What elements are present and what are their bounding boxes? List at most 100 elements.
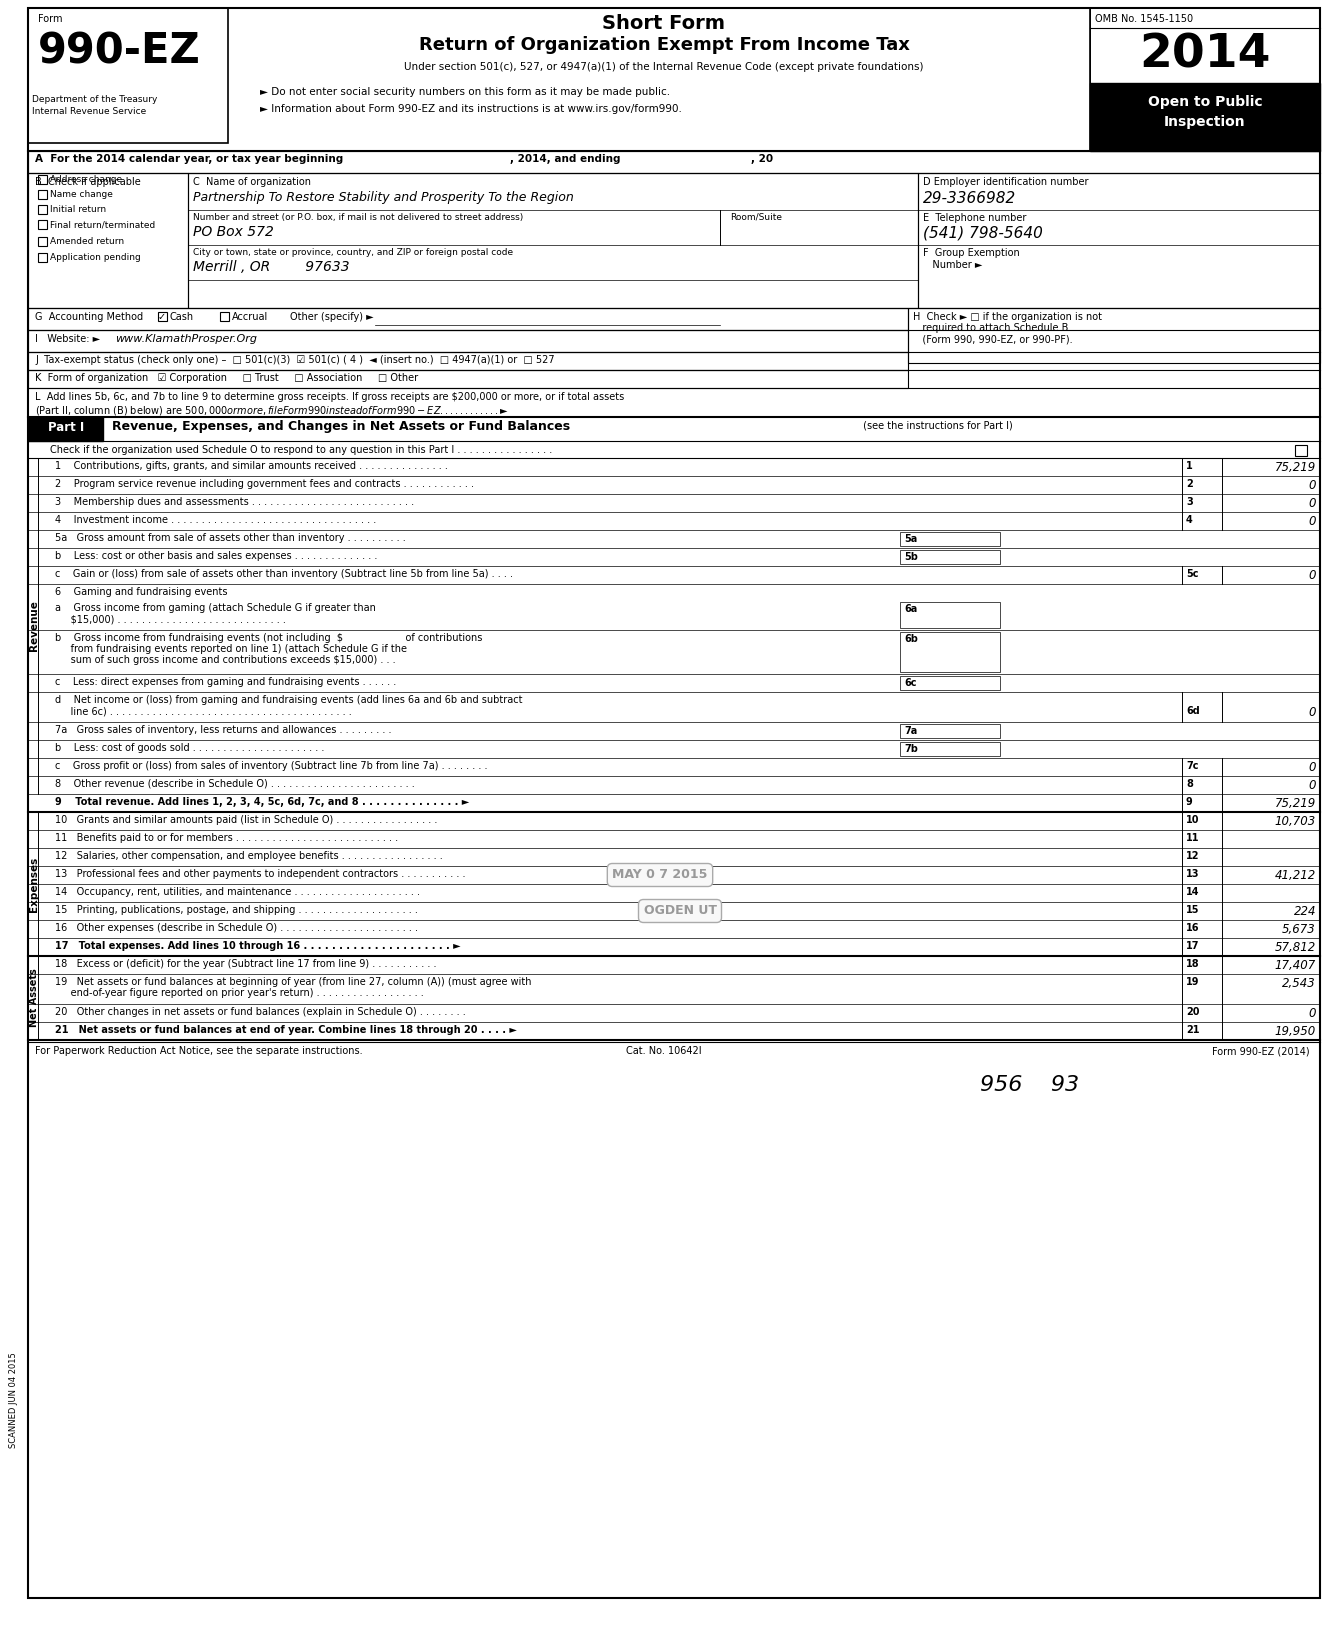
Text: 8: 8	[1186, 779, 1193, 789]
Bar	[900, 550, 1000, 565]
Text: Accrual: Accrual	[232, 312, 268, 322]
Text: 13: 13	[1186, 868, 1199, 878]
Bar	[28, 173, 189, 309]
Text: b    Gross income from fundraising events (not including  $                    o: b Gross income from fundraising events (…	[54, 632, 482, 642]
Text: 4    Investment income . . . . . . . . . . . . . . . . . . . . . . . . . . . . .: 4 Investment income . . . . . . . . . . …	[54, 515, 376, 525]
Text: 4: 4	[1186, 515, 1193, 525]
Bar	[1295, 446, 1307, 456]
Text: b    Less: cost or other basis and sales expenses . . . . . . . . . . . . . .: b Less: cost or other basis and sales ex…	[54, 551, 377, 561]
Text: SCANNED JUN 04 2015: SCANNED JUN 04 2015	[9, 1352, 19, 1448]
Bar	[39, 238, 46, 246]
Text: City or town, state or province, country, and ZIP or foreign postal code: City or town, state or province, country…	[193, 248, 513, 258]
Bar	[908, 309, 1320, 363]
Bar	[39, 175, 46, 183]
Text: 9    Total revenue. Add lines 1, 2, 3, 4, 5c, 6d, 7c, and 8 . . . . . . . . . . : 9 Total revenue. Add lines 1, 2, 3, 4, 5…	[54, 797, 469, 807]
Text: H  Check ► □ if the organization is not: H Check ► □ if the organization is not	[914, 312, 1102, 322]
Text: Net Assets: Net Assets	[29, 969, 39, 1027]
Text: (Form 990, 990-EZ, or 990-PF).: (Form 990, 990-EZ, or 990-PF).	[914, 334, 1073, 343]
Text: 990-EZ: 990-EZ	[39, 30, 201, 73]
Text: Part I: Part I	[48, 421, 84, 434]
Bar	[900, 603, 1000, 627]
Text: Amended return: Amended return	[50, 238, 124, 246]
Text: F  Group Exemption: F Group Exemption	[923, 248, 1020, 258]
Text: Number ►: Number ►	[923, 259, 983, 271]
Text: B  Check if applicable: B Check if applicable	[35, 177, 141, 187]
Text: L  Add lines 5b, 6c, and 7b to line 9 to determine gross receipts. If gross rece: L Add lines 5b, 6c, and 7b to line 9 to …	[35, 391, 624, 401]
Text: 0: 0	[1308, 1007, 1316, 1020]
Text: 15   Printing, publications, postage, and shipping . . . . . . . . . . . . . . .: 15 Printing, publications, postage, and …	[54, 905, 418, 915]
Text: 10: 10	[1186, 816, 1199, 826]
Text: 2014: 2014	[1139, 33, 1271, 78]
Text: 224: 224	[1293, 905, 1316, 918]
Text: 5b: 5b	[904, 551, 918, 561]
Text: Partnership To Restore Stability and Prosperity To the Region: Partnership To Restore Stability and Pro…	[193, 192, 574, 205]
Text: 5a   Gross amount from sale of assets other than inventory . . . . . . . . . .: 5a Gross amount from sale of assets othe…	[54, 533, 406, 543]
Text: 2: 2	[1186, 479, 1193, 489]
Bar	[900, 741, 1000, 756]
Text: ► Information about Form 990-EZ and its instructions is at www.irs.gov/form990.: ► Information about Form 990-EZ and its …	[260, 104, 681, 114]
Text: 6    Gaming and fundraising events: 6 Gaming and fundraising events	[54, 588, 227, 598]
Text: Cash: Cash	[170, 312, 194, 322]
Text: 19,950: 19,950	[1275, 1025, 1316, 1038]
Text: 16: 16	[1186, 923, 1199, 933]
Text: Revenue, Expenses, and Changes in Net Assets or Fund Balances: Revenue, Expenses, and Changes in Net As…	[112, 419, 570, 433]
Text: c    Gross profit or (loss) from sales of inventory (Subtract line 7b from line : c Gross profit or (loss) from sales of i…	[54, 761, 487, 771]
Text: 5,673: 5,673	[1283, 923, 1316, 936]
Text: end-of-year figure reported on prior year's return) . . . . . . . . . . . . . . : end-of-year figure reported on prior yea…	[54, 987, 424, 997]
Text: K  Form of organization   ☑ Corporation     □ Trust     □ Association     □ Othe: K Form of organization ☑ Corporation □ T…	[35, 373, 418, 383]
Text: 20: 20	[1186, 1007, 1199, 1017]
Text: 21   Net assets or fund balances at end of year. Combine lines 18 through 20 . .: 21 Net assets or fund balances at end of…	[54, 1025, 517, 1035]
Text: 0: 0	[1308, 497, 1316, 510]
Text: 10   Grants and similar amounts paid (list in Schedule O) . . . . . . . . . . . : 10 Grants and similar amounts paid (list…	[54, 816, 437, 826]
Text: Room/Suite: Room/Suite	[730, 213, 782, 221]
Text: 17: 17	[1186, 941, 1199, 951]
Text: Name change: Name change	[50, 190, 113, 200]
Text: Other (specify) ►: Other (specify) ►	[290, 312, 373, 322]
Text: OGDEN UT: OGDEN UT	[644, 905, 717, 918]
Text: G  Accounting Method: G Accounting Method	[35, 312, 143, 322]
Text: 13   Professional fees and other payments to independent contractors . . . . . .: 13 Professional fees and other payments …	[54, 868, 466, 878]
Text: 12   Salaries, other compensation, and employee benefits . . . . . . . . . . . .: 12 Salaries, other compensation, and emp…	[54, 850, 442, 862]
Text: 7c: 7c	[1186, 761, 1198, 771]
Text: 5a: 5a	[904, 533, 918, 543]
Bar	[28, 8, 228, 144]
Text: 10,703: 10,703	[1275, 816, 1316, 829]
Text: 17,407: 17,407	[1275, 959, 1316, 972]
Bar	[39, 190, 46, 200]
Text: Return of Organization Exempt From Income Tax: Return of Organization Exempt From Incom…	[418, 36, 910, 54]
Text: from fundraising events reported on line 1) (attach Schedule G if the: from fundraising events reported on line…	[54, 644, 406, 654]
Text: (see the instructions for Part I): (see the instructions for Part I)	[861, 419, 1013, 429]
Bar	[28, 370, 908, 388]
Text: 57,812: 57,812	[1275, 941, 1316, 954]
Text: 6a: 6a	[904, 604, 918, 614]
Bar	[1090, 8, 1320, 150]
Text: 8    Other revenue (describe in Schedule O) . . . . . . . . . . . . . . . . . . : 8 Other revenue (describe in Schedule O)…	[54, 779, 414, 789]
Text: I   Website: ►: I Website: ►	[35, 334, 100, 343]
Text: 6d: 6d	[1186, 707, 1199, 717]
Text: Open to Public: Open to Public	[1147, 96, 1263, 109]
Text: A  For the 2014 calendar year, or tax year beginning                            : A For the 2014 calendar year, or tax yea…	[35, 154, 773, 163]
Text: E  Telephone number: E Telephone number	[923, 213, 1027, 223]
Text: 0: 0	[1308, 515, 1316, 528]
Text: 6b: 6b	[904, 634, 918, 644]
Text: Revenue: Revenue	[29, 601, 39, 652]
Text: b    Less: cost of goods sold . . . . . . . . . . . . . . . . . . . . . .: b Less: cost of goods sold . . . . . . .…	[54, 743, 324, 753]
Text: ✓: ✓	[158, 312, 166, 322]
Text: (541) 798-5640: (541) 798-5640	[923, 225, 1042, 239]
Text: 9: 9	[1186, 797, 1193, 807]
Text: Merrill , OR        97633: Merrill , OR 97633	[193, 259, 349, 274]
Bar	[900, 675, 1000, 690]
Bar	[900, 632, 1000, 672]
Text: Form: Form	[39, 13, 62, 25]
Text: C  Name of organization: C Name of organization	[193, 177, 311, 187]
Text: sum of such gross income and contributions exceeds $15,000) . . .: sum of such gross income and contributio…	[54, 655, 396, 665]
Text: 21: 21	[1186, 1025, 1199, 1035]
Text: 0: 0	[1308, 570, 1316, 583]
Text: Internal Revenue Service: Internal Revenue Service	[32, 107, 146, 116]
Text: Number and street (or P.O. box, if mail is not delivered to street address): Number and street (or P.O. box, if mail …	[193, 213, 523, 221]
Text: 41,212: 41,212	[1275, 868, 1316, 882]
Text: 1    Contributions, gifts, grants, and similar amounts received . . . . . . . . : 1 Contributions, gifts, grants, and simi…	[54, 461, 448, 471]
Text: d    Net income or (loss) from gaming and fundraising events (add lines 6a and 6: d Net income or (loss) from gaming and f…	[54, 695, 522, 705]
Text: a    Gross income from gaming (attach Schedule G if greater than: a Gross income from gaming (attach Sched…	[54, 603, 376, 613]
Text: c    Gain or (loss) from sale of assets other than inventory (Subtract line 5b f: c Gain or (loss) from sale of assets oth…	[54, 570, 513, 580]
